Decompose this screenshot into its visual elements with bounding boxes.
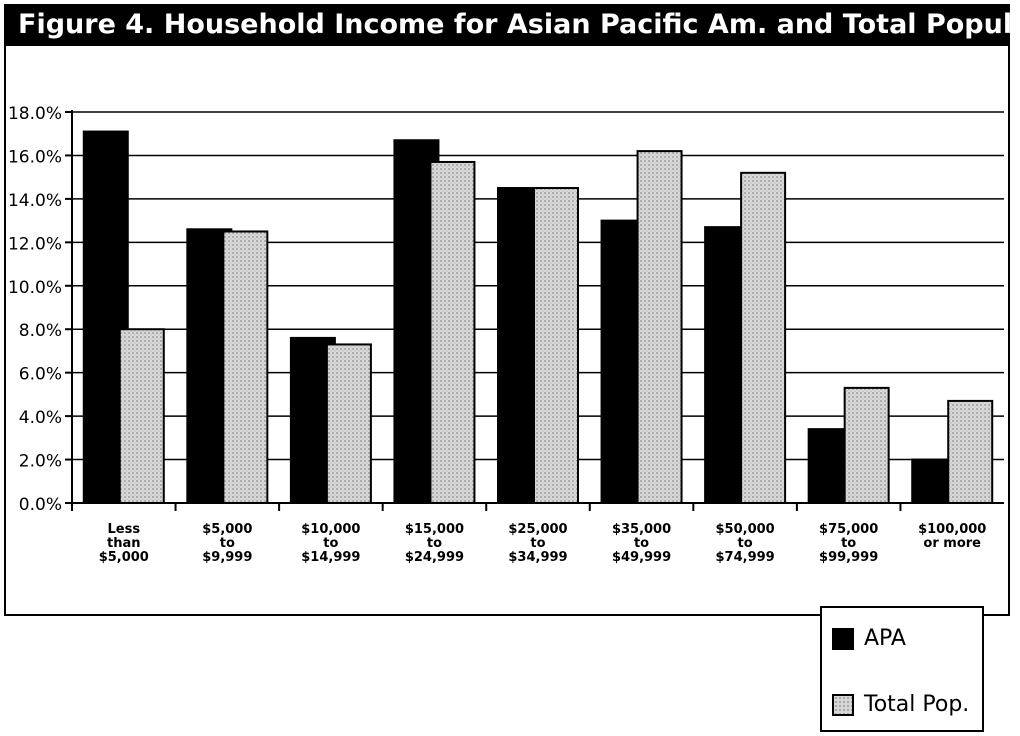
y-tick-label: 6.0% <box>19 365 62 385</box>
legend-item-total: Total Pop. <box>832 692 969 717</box>
y-tick-label: 16.0% <box>8 147 62 167</box>
bar-total-pop <box>325 343 372 504</box>
bar-total-pop <box>533 187 579 504</box>
x-category-label: Less than $5,000 <box>99 522 149 565</box>
bar-total-pop <box>429 160 476 504</box>
legend-label-apa: APA <box>864 626 906 651</box>
y-tick-label: 8.0% <box>19 321 62 341</box>
y-tick-label: 18.0% <box>8 104 62 124</box>
y-tick-label: 4.0% <box>19 408 62 428</box>
chart-legend: APA Total Pop. <box>820 606 984 732</box>
legend-item-apa: APA <box>832 626 906 651</box>
chart-frame <box>4 46 1010 616</box>
bar-total-pop <box>843 386 890 504</box>
y-tick-label: 10.0% <box>8 278 62 298</box>
bar-total-pop <box>740 171 787 504</box>
y-tick-label: 0.0% <box>19 495 62 515</box>
x-category-label: $5,000 to $9,999 <box>202 522 252 565</box>
legend-label-total: Total Pop. <box>864 692 970 717</box>
bar-total-pop <box>118 328 165 504</box>
bar-total-pop <box>636 150 683 504</box>
bar-total-pop <box>222 230 269 504</box>
y-tick-label: 12.0% <box>8 234 62 254</box>
legend-swatch-total <box>832 693 854 716</box>
x-category-label: $25,000 to $34,999 <box>508 522 567 565</box>
x-category-label: $50,000 to $74,999 <box>716 522 775 565</box>
chart-title: Figure 4. Household Income for Asian Pac… <box>4 4 1010 46</box>
bar-total-pop <box>947 399 994 504</box>
legend-swatch-apa <box>832 627 854 650</box>
x-category-label: $100,000 or more <box>918 522 986 551</box>
y-tick-label: 14.0% <box>8 191 62 211</box>
x-category-label: $10,000 to $14,999 <box>301 522 360 565</box>
x-category-label: $15,000 to $24,999 <box>405 522 464 565</box>
x-category-label: $75,000 to $99,999 <box>819 522 878 565</box>
x-category-label: $35,000 to $49,999 <box>612 522 671 565</box>
y-tick-label: 2.0% <box>19 452 62 472</box>
